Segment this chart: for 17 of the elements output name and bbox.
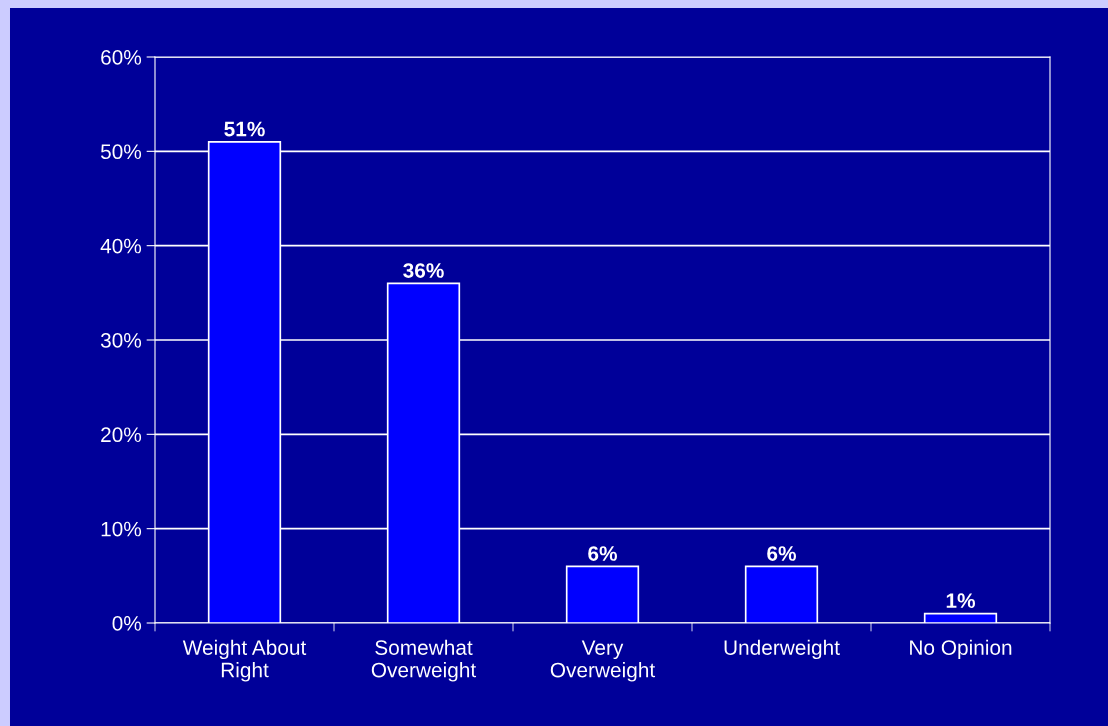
x-tick-label: No Opinion (910, 639, 1012, 660)
x-tick-label: Somewhat Overweight (371, 639, 477, 682)
y-tick-label: 0% (112, 616, 142, 631)
data-label: 6% (588, 546, 618, 561)
y-tick-label: 20% (101, 427, 142, 443)
data-label: 6% (767, 546, 797, 561)
y-tick-label: 50% (100, 144, 142, 160)
data-label: 36% (403, 263, 444, 278)
y-tick-label: 40% (100, 238, 142, 254)
y-tick-label: 30% (100, 333, 142, 348)
x-tick-label: Very Overweight (550, 640, 656, 682)
y-tick-label: 10% (101, 521, 142, 537)
data-label: 1% (946, 593, 976, 609)
x-tick-label: Underweight (724, 639, 840, 660)
y-tick-label: 60% (101, 50, 142, 65)
data-label: 51% (224, 121, 265, 137)
x-tick-label: Weight About Right (182, 639, 307, 682)
